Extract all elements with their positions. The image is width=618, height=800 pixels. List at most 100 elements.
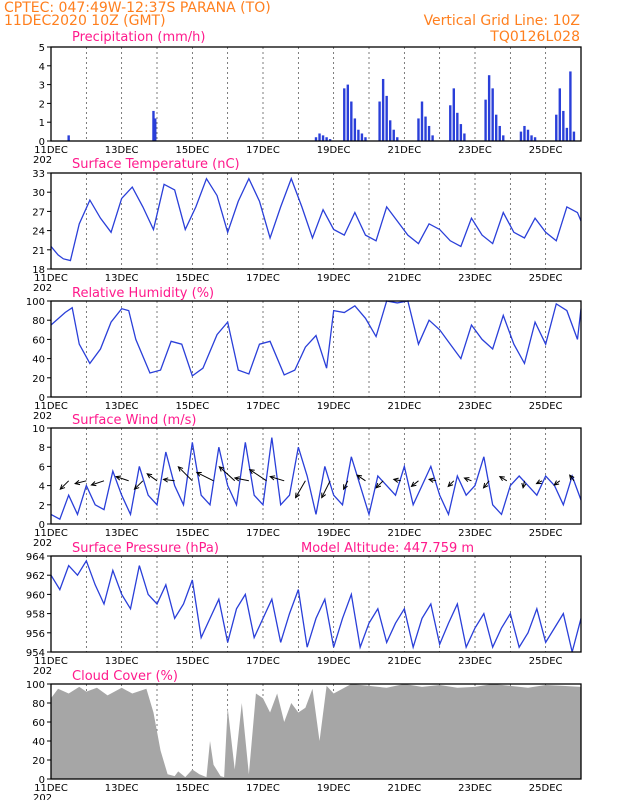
x-tick-label: 17DEC (246, 656, 280, 667)
precipitation-bar (558, 88, 561, 141)
precipitation-bar (555, 114, 558, 141)
precipitation-bar (463, 133, 466, 141)
y-tick-label: 21 (32, 246, 45, 257)
wind-vector-arrow (177, 465, 193, 482)
run-date: 11DEC2020 10Z (GMT) (4, 13, 166, 29)
y-tick-label: 958 (26, 610, 45, 621)
y-tick-label: 30 (32, 188, 45, 199)
y-tick-label: 18 (32, 265, 45, 276)
grid-line-note: Vertical Grid Line: 10Z (424, 13, 580, 29)
precipitation-bar (328, 139, 332, 141)
precipitation-bar (364, 137, 367, 141)
y-tick-label: 3 (39, 81, 45, 92)
y-tick-label: 2 (39, 99, 45, 110)
precipitation-bar (530, 135, 533, 141)
precipitation-bar (346, 84, 349, 141)
y-tick-label: 8 (39, 443, 45, 454)
x-tick-label: 13DEC (105, 401, 139, 412)
x-tick-label: 19DEC (317, 783, 351, 794)
wind-vector-arrow (74, 480, 87, 486)
y-tick-label: 24 (32, 227, 45, 238)
wind-vector-arrow (553, 480, 561, 486)
temperature-title: Surface Temperature (nC) (72, 157, 240, 172)
wind-vector-arrow (269, 475, 285, 482)
y-tick-label: 954 (26, 648, 45, 659)
wind-vector-arrow (146, 473, 158, 482)
wind-vector-arrow (375, 480, 384, 489)
precipitation-bar (154, 118, 157, 141)
model-code: TQ0126L028 (489, 29, 580, 45)
wind-vector-arrow (195, 471, 214, 482)
wind-vector-arrow (521, 480, 527, 489)
precipitation-bar (498, 125, 501, 141)
wind-vector-arrow (463, 477, 472, 483)
precipitation-bar (152, 110, 155, 141)
x-tick-label: 15DEC (175, 273, 209, 284)
precipitation-bar (449, 105, 452, 141)
y-tick-label: 956 (26, 629, 45, 640)
x-year-label: 202 (33, 538, 52, 549)
y-tick-label: 962 (26, 571, 45, 582)
wind-series-line (50, 437, 582, 521)
wind-panel: Surface Wind (m/s) 0 2 4 6 8 10 11DEC 13DEC 15DE… (32, 413, 582, 549)
cloud-cover-frame (50, 683, 582, 780)
x-tick-label: 17DEC (246, 145, 280, 156)
precipitation-bar (378, 101, 381, 141)
y-tick-label: 1 (39, 118, 45, 129)
y-tick-label: 960 (26, 590, 45, 601)
x-tick-label: 13DEC (105, 145, 139, 156)
pres-series-line (50, 559, 582, 653)
precipitation-bar (565, 127, 569, 141)
precipitation-bar (502, 135, 505, 141)
x-tick-label: 11DEC (34, 401, 68, 412)
wind-vector-arrow (447, 480, 455, 488)
temperature-panel: Surface Temperature (nC) 18 21 24 27 30 33 11D… (32, 157, 582, 294)
x-tick-label: 21DEC (387, 528, 421, 539)
x-tick-label: 23DEC (458, 528, 492, 539)
precipitation-bar (314, 137, 318, 141)
rh-series-line (50, 300, 582, 377)
y-tick-label: 100 (26, 297, 45, 308)
cloud-cover-area (51, 684, 581, 779)
precipitation-bar (353, 118, 357, 141)
wind-vector-arrow (343, 480, 349, 491)
y-tick-label: 0 (39, 137, 45, 148)
y-tick-label: 80 (32, 699, 45, 710)
y-tick-label: 40 (32, 737, 45, 748)
x-tick-label: 21DEC (387, 401, 421, 412)
x-tick-label: 21DEC (387, 145, 421, 156)
precipitation-bar (533, 137, 537, 141)
precipitation-bar (381, 78, 385, 141)
precipitation-bar (562, 110, 565, 141)
precipitation-bar (495, 114, 498, 141)
x-tick-label: 21DEC (387, 783, 421, 794)
precipitation-bar (325, 137, 328, 141)
x-tick-label: 25DEC (529, 528, 563, 539)
wind-vector-arrow (321, 480, 331, 499)
y-tick-label: 100 (26, 680, 45, 691)
precipitation-bar (389, 120, 392, 141)
precipitation-bar (417, 118, 420, 141)
precipitation-bar (385, 95, 388, 141)
pressure-panel: Surface Pressure (hPa) Model Altitude: 4… (26, 541, 582, 677)
y-tick-label: 2 (39, 501, 45, 512)
x-tick-label: 15DEC (175, 145, 209, 156)
y-tick-label: 4 (39, 62, 45, 73)
x-tick-label: 19DEC (317, 528, 351, 539)
wind-vector-arrow (498, 476, 508, 482)
wind-vector-arrow (115, 475, 129, 482)
y-tick-label: 0 (39, 520, 45, 531)
precipitation-bar (569, 71, 572, 141)
x-year-label: 202 (33, 793, 52, 800)
wind-vector-arrow (248, 468, 267, 482)
x-tick-label: 17DEC (246, 783, 280, 794)
humidity-panel: Relative Humidity (%) 0 20 40 60 80 100 11DEC 1… (26, 286, 582, 422)
y-tick-label: 6 (39, 462, 45, 473)
precipitation-bar (456, 112, 459, 141)
temperature-frame (50, 172, 582, 270)
wind-vector-arrow (233, 476, 249, 482)
x-tick-label: 25DEC (529, 783, 563, 794)
y-tick-label: 33 (32, 169, 45, 180)
x-tick-label: 25DEC (529, 656, 563, 667)
